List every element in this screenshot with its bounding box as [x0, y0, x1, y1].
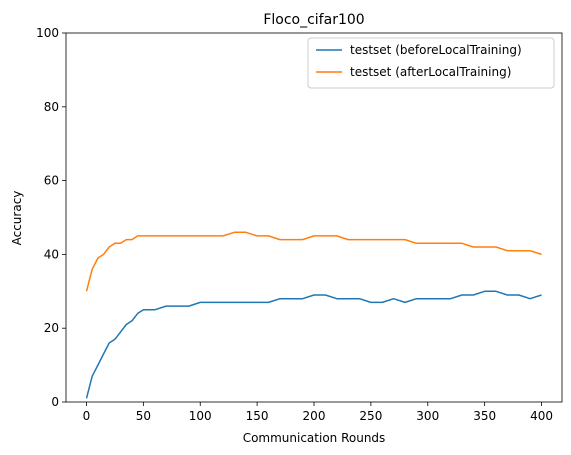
x-tick-label: 400 [530, 409, 553, 423]
x-tick-label: 350 [473, 409, 496, 423]
x-tick-label: 0 [83, 409, 91, 423]
plot-area [85, 231, 542, 399]
y-tick-label: 100 [36, 26, 59, 40]
chart-title: Floco_cifar100 [263, 12, 364, 28]
x-tick-label: 300 [416, 409, 439, 423]
y-axis-title: Accuracy [10, 191, 24, 246]
legend-label-1: testset (afterLocalTraining) [350, 65, 511, 79]
series-line-1 [85, 231, 542, 292]
y-tick-label: 80 [44, 100, 59, 114]
x-tick-label: 150 [246, 409, 269, 423]
x-tick-label: 50 [136, 409, 151, 423]
x-tick-label: 200 [303, 409, 326, 423]
y-tick-label: 40 [44, 247, 59, 261]
legend-box [307, 37, 555, 89]
x-tick-label: 250 [359, 409, 382, 423]
series-line-0 [85, 290, 542, 399]
x-axis-title: Communication Rounds [243, 431, 386, 445]
y-tick-label: 20 [44, 321, 59, 335]
x-tick-label: 100 [189, 409, 212, 423]
y-tick-label: 0 [51, 395, 59, 409]
legend: testset (beforeLocalTraining) testset (af… [307, 37, 555, 89]
axes: 0 50 100 150 200 250 300 350 400 0 20 40 60 80 100 [36, 26, 563, 423]
y-tick-label: 60 [44, 174, 59, 188]
legend-label-0: testset (beforeLocalTraining) [350, 43, 522, 57]
